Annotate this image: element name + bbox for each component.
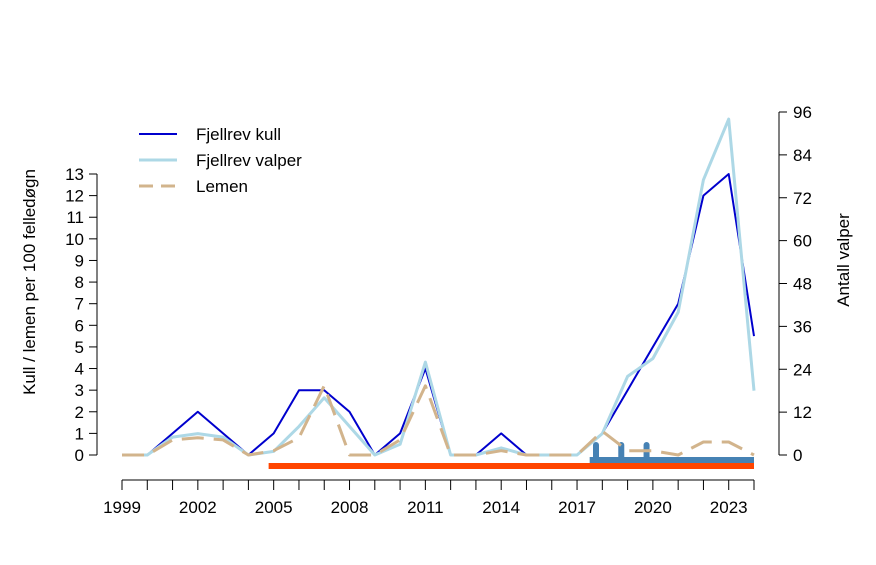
left-tick-label: 5 [75,338,84,357]
right-tick-label: 96 [793,103,812,122]
right-tick-label: 48 [793,275,812,294]
left-tick-label: 3 [75,381,84,400]
legend-label: Fjellrev valper [196,151,302,170]
x-tick-label: 1999 [103,498,141,517]
right-axis-title: Antall valper [834,213,853,307]
x-tick-label: 2017 [558,498,596,517]
left-tick-label: 11 [66,208,84,227]
x-tick-label: 2005 [255,498,293,517]
x-tick-label: 2020 [634,498,672,517]
right-tick-label: 24 [793,360,812,379]
left-tick-label: 2 [75,403,84,422]
x-tick-label: 2014 [482,498,520,517]
left-tick-label: 1 [75,424,84,443]
left-tick-label: 12 [65,187,84,206]
right-tick-label: 60 [793,232,812,251]
series-lines [122,117,756,457]
x-tick-label: 2011 [407,498,444,517]
right-tick-label: 72 [793,189,812,208]
left-tick-label: 4 [75,360,84,379]
left-tick-label: 0 [75,446,84,465]
right-tick-label: 0 [793,446,802,465]
right-tick-label: 84 [793,146,812,165]
x-tick-label: 2002 [179,498,217,517]
x-tick-label: 2023 [710,498,748,517]
period-bars [268,442,754,469]
series-line-fjellrev-valper [122,117,756,457]
left-tick-label: 9 [75,251,84,270]
x-tick-label: 2008 [331,498,369,517]
x-axis: 1999 2002 2005 2008 2011 2014 2017 2020 2023 [103,479,755,517]
legend: Fjellrev kull Fjellrev valper Lemen [139,125,302,196]
right-y-axis: 0 12 24 36 48 60 72 84 96 [778,103,812,465]
left-tick-label: 10 [65,230,84,249]
left-tick-label: 7 [75,295,84,314]
left-tick-label: 13 [65,165,84,184]
right-tick-label: 12 [793,403,812,422]
legend-label: Fjellrev kull [196,125,281,144]
left-tick-label: 8 [75,273,84,292]
legend-label: Lemen [196,177,248,196]
series-line-lemen [122,384,755,457]
right-tick-label: 36 [793,317,812,336]
left-axis-title: Kull / lemen per 100 felledøgn [20,169,39,395]
left-tick-label: 6 [75,316,84,335]
